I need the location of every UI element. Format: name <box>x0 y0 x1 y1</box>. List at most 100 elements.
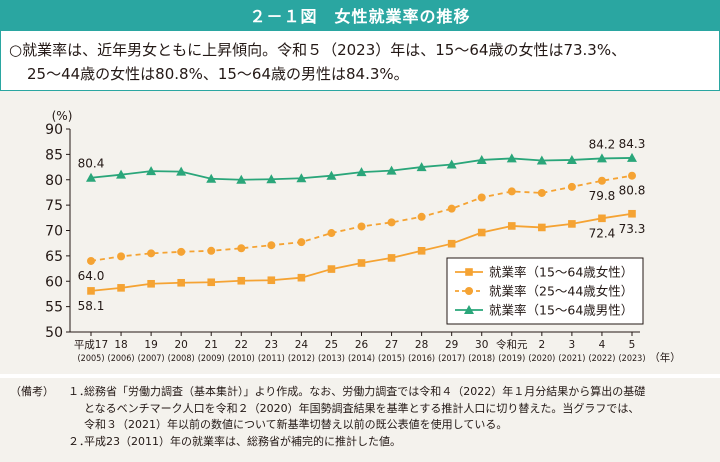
series-2-point <box>267 241 276 250</box>
series-3-point <box>386 165 397 175</box>
note-1-line-2: となるベンチマーク人口を令和２（2020）年国勢調査結果を基準とする推計人口に切… <box>84 401 640 415</box>
x-tick-label-era: 23 <box>265 339 278 351</box>
x-tick-label-year: (2016) <box>408 354 435 364</box>
series-1-point <box>327 265 336 273</box>
x-tick-label-year: (2020) <box>528 354 555 364</box>
series-2-point <box>117 252 126 261</box>
series-1-point <box>87 287 95 295</box>
note-2-text-1: 平成23（2011）年の就業率は、総務省が補完的に推計した値。 <box>84 434 401 448</box>
legend-label-3: 就業率（15～64歳男性） <box>489 303 633 318</box>
y-tick-label: 60 <box>45 274 63 290</box>
x-tick-label-era: 4 <box>599 339 606 351</box>
series-2-point <box>327 229 336 238</box>
series-2-point <box>447 204 456 213</box>
series-1-point <box>357 259 366 267</box>
legend-label-1: 就業率（15～64歳女性） <box>489 265 633 280</box>
series-2-point <box>177 247 186 256</box>
series-3-point <box>86 172 96 182</box>
series-3-point <box>146 166 157 176</box>
series-3-point <box>266 174 277 184</box>
series-1-point <box>598 214 606 223</box>
y-tick-label: 50 <box>45 325 63 341</box>
series-2-point <box>237 244 246 253</box>
chart-panel <box>0 91 720 374</box>
series-3-point <box>446 159 457 169</box>
y-tick-label: 80 <box>45 173 63 189</box>
series-3-point <box>566 154 577 164</box>
series-2-point <box>417 212 426 221</box>
x-tick-label-era: 25 <box>325 339 338 351</box>
x-tick-label-year: (2015) <box>378 354 405 364</box>
data-label: 80.4 <box>78 157 105 171</box>
series-1-point <box>237 276 246 285</box>
x-tick-label-year: (2005) <box>78 354 105 364</box>
series-2-point <box>567 182 576 191</box>
series-2-point <box>628 171 636 180</box>
x-tick-label-year: (2023) <box>619 354 646 364</box>
series-1-point <box>117 284 125 292</box>
data-label: 84.3 <box>619 137 646 151</box>
series-3-point <box>296 173 307 183</box>
series-1-point <box>568 220 576 228</box>
x-tick-label-year: (2019) <box>498 354 525 364</box>
series-3-point <box>476 154 487 164</box>
figure-title: ２－１図 女性就業率の推移 <box>0 0 720 30</box>
y-tick-label: 70 <box>45 224 63 240</box>
summary-line-2: 25～44歳の女性は80.8%、15～64歳の男性は84.3%。 <box>27 65 409 83</box>
notes-body: １．総務省「労働力調査（基本集計）」より作成。なお、労働力調査では令和４（202… <box>68 384 714 450</box>
x-tick-label-era: 2 <box>538 339 545 351</box>
x-tick-label-era: 18 <box>114 339 127 351</box>
series-1-point <box>147 279 155 288</box>
series-1-point <box>538 223 546 232</box>
series-3-point <box>176 166 187 176</box>
series-line-2 <box>90 174 633 262</box>
series-2-point <box>87 256 95 265</box>
x-tick-label-era: 19 <box>144 339 157 351</box>
x-tick-label-year: (2009) <box>198 354 225 364</box>
x-tick-label-year: (2012) <box>288 354 315 364</box>
note-1-line-1: １．総務省「労働力調査（基本集計）」より作成。なお、労働力調査では令和４（202… <box>68 384 714 401</box>
data-label: 72.4 <box>589 226 616 240</box>
data-label: 58.1 <box>78 299 105 313</box>
note-2-number: ２． <box>68 434 90 448</box>
series-2-point <box>357 222 366 231</box>
series-3-point <box>236 174 247 184</box>
series-2-point <box>387 218 396 227</box>
x-tick-label-era: 24 <box>295 339 309 351</box>
y-axis-label: (%) <box>52 109 73 123</box>
x-tick-label-era: 令和元 <box>496 338 528 351</box>
x-tick-label-year: (2007) <box>138 354 165 364</box>
x-tick-label-era: 27 <box>385 339 398 351</box>
legend-marker-2 <box>465 287 473 295</box>
series-2-point <box>507 187 516 196</box>
series-1-point <box>417 247 426 255</box>
x-tick-label-year: (2014) <box>348 354 375 364</box>
series-1-point <box>477 228 486 237</box>
series-3-point <box>536 155 547 165</box>
series-3-point <box>116 169 127 179</box>
series-1-point <box>297 273 306 282</box>
y-tick-label: 55 <box>45 300 63 316</box>
x-tick-label-era: 29 <box>445 339 458 351</box>
note-1-text-1: 総務省「労働力調査（基本集計）」より作成。なお、労働力調査では令和４（2022）… <box>84 385 646 398</box>
series-2-point <box>207 246 216 255</box>
x-tick-label-era: 20 <box>174 339 187 351</box>
series-1-point <box>628 209 636 218</box>
y-tick-label: 75 <box>45 198 63 214</box>
x-tick-label-era: 3 <box>569 339 576 351</box>
x-tick-label-era: 26 <box>355 339 369 351</box>
x-tick-label-era: 30 <box>475 339 488 351</box>
x-tick-label-era: 22 <box>235 339 248 351</box>
data-label: 84.2 <box>589 137 616 151</box>
x-tick-label-era: 21 <box>205 339 218 351</box>
summary-line-1: ○就業率は、近年男女ともに上昇傾向。令和５（2023）年は、15～64歳の女性は… <box>9 41 627 59</box>
series-2-point <box>537 188 546 197</box>
series-2-point <box>477 193 486 202</box>
legend-label-2: 就業率（25～44歳女性） <box>489 284 633 299</box>
x-tick-label-year: (2018) <box>468 354 495 364</box>
x-tick-label-era: 平成17 <box>74 339 108 351</box>
series-2-point <box>147 249 156 258</box>
data-label: 73.3 <box>619 222 646 236</box>
note-2-line-1: ２．平成23（2011）年の就業率は、総務省が補完的に推計した値。 <box>68 434 714 451</box>
series-3-point <box>627 152 637 162</box>
